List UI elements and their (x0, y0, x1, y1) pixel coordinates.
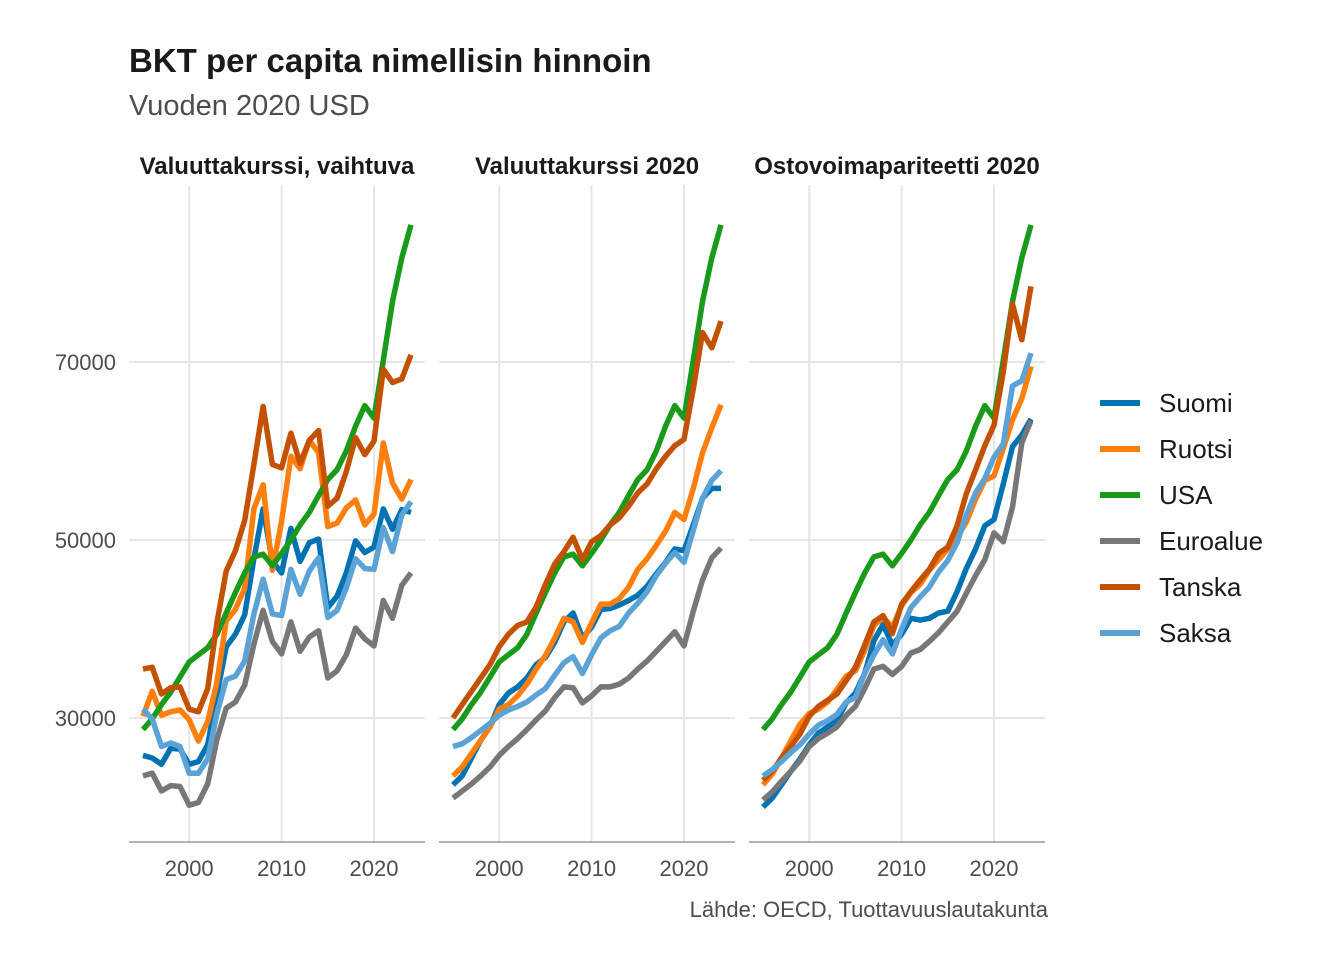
series-line-tanska (142, 353, 414, 715)
facet-panel-3: Ostovoimapariteetti 2020 2000 2010 2020 (749, 153, 1045, 881)
legend-label: Ruotsi (1159, 434, 1233, 464)
y-tick-label: 30000 (55, 706, 116, 731)
series-line-euroalue (761, 419, 1034, 802)
facet-strip-title: Valuuttakurssi, vaihtuva (140, 153, 415, 180)
chart-caption: Lähde: OECD, Tuottavuuslautakunta (689, 897, 1048, 922)
series-group (140, 224, 414, 808)
x-tick-label: 2000 (475, 856, 524, 881)
series-line-euroalue (451, 546, 724, 801)
series-line-usa (140, 224, 414, 732)
y-tick-label: 70000 (55, 350, 116, 375)
x-tick-label: 2010 (877, 856, 926, 881)
x-tick-label: 2010 (257, 856, 306, 881)
series-group (760, 224, 1034, 809)
legend-label: Euroalue (1159, 526, 1263, 556)
series-line-ruotsi (140, 437, 414, 744)
legend-label: Tanska (1159, 572, 1242, 602)
facet-strip-title: Valuuttakurssi 2020 (475, 153, 699, 180)
x-tick-label: 2000 (785, 856, 834, 881)
series-line-euroalue (142, 571, 414, 808)
legend: Suomi Ruotsi USA Euroalue Tanska Saksa (1100, 388, 1263, 648)
chart-subtitle: Vuoden 2020 USD (129, 90, 370, 122)
series-line-saksa (140, 500, 414, 776)
legend-label: Suomi (1159, 388, 1233, 418)
series-line-tanska (450, 320, 724, 720)
x-tick-label: 2000 (165, 856, 214, 881)
legend-label: USA (1159, 480, 1213, 510)
facet-panel-1: Valuuttakurssi, vaihtuva 2000 2010 2020 (129, 153, 425, 881)
y-tick-label: 50000 (55, 528, 116, 553)
series-line-usa (760, 224, 1034, 732)
series-line-saksa (761, 352, 1034, 779)
series-line-ruotsi (451, 403, 724, 778)
x-tick-label: 2020 (350, 856, 399, 881)
facet-panel-2: Valuuttakurssi 2020 2000 2010 2020 (439, 153, 735, 881)
x-tick-label: 2010 (567, 856, 616, 881)
facet-strip-title: Ostovoimapariteetti 2020 (754, 153, 1039, 180)
chart-title: BKT per capita nimellisin hinnoin (129, 42, 652, 79)
series-group (450, 224, 724, 801)
x-tick-label: 2020 (970, 856, 1019, 881)
series-line-usa (450, 224, 724, 732)
series-line-saksa (452, 468, 724, 750)
series-line-tanska (761, 285, 1034, 783)
x-tick-label: 2020 (660, 856, 709, 881)
legend-label: Saksa (1159, 618, 1232, 648)
